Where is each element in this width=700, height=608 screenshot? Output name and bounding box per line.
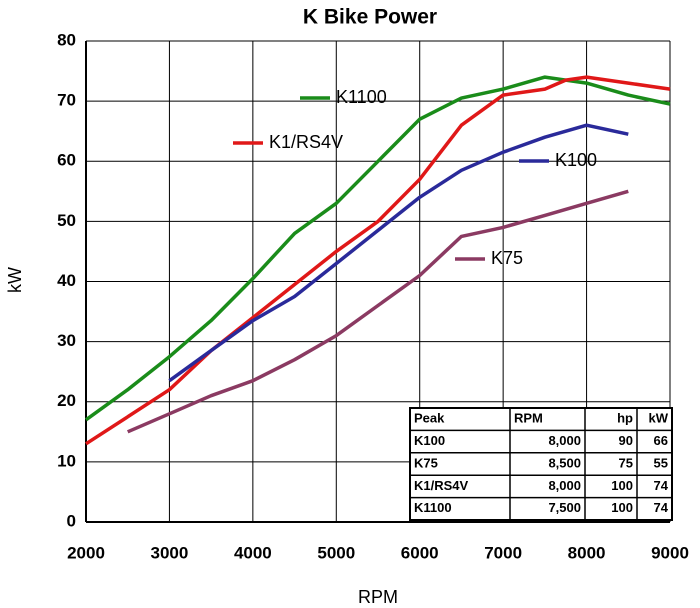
table-cell: 74 bbox=[654, 478, 669, 493]
table-cell: hp bbox=[617, 411, 633, 426]
table-cell: RPM bbox=[514, 411, 543, 426]
table-cell: K1/RS4V bbox=[414, 478, 469, 493]
x-tick-label: 4000 bbox=[234, 543, 272, 562]
series-line bbox=[127, 189, 629, 434]
table-cell: 100 bbox=[611, 478, 633, 493]
x-axis-label: RPM bbox=[358, 587, 398, 607]
series-label: K75 bbox=[491, 248, 523, 268]
table-cell: 8,000 bbox=[548, 433, 581, 448]
x-tick-label: 3000 bbox=[151, 543, 189, 562]
y-tick-label: 60 bbox=[57, 151, 76, 170]
x-tick-label: 7000 bbox=[484, 543, 522, 562]
series-line bbox=[85, 75, 671, 446]
table-cell: 66 bbox=[654, 433, 668, 448]
x-tick-label: 8000 bbox=[568, 543, 606, 562]
table-cell: 74 bbox=[654, 500, 669, 515]
table-cell: K1100 bbox=[414, 500, 452, 515]
y-tick-label: 50 bbox=[57, 211, 76, 230]
x-tick-label: 5000 bbox=[317, 543, 355, 562]
series-label: K1/RS4V bbox=[269, 132, 343, 152]
table-cell: 75 bbox=[619, 455, 633, 470]
table-cell: 8,000 bbox=[548, 478, 581, 493]
y-tick-label: 10 bbox=[57, 451, 76, 470]
x-tick-label: 2000 bbox=[67, 543, 105, 562]
y-tick-label: 20 bbox=[57, 391, 76, 410]
y-tick-label: 30 bbox=[57, 331, 76, 350]
series-label: K100 bbox=[555, 150, 597, 170]
y-tick-label: 70 bbox=[57, 91, 76, 110]
x-tick-label: 9000 bbox=[651, 543, 689, 562]
table-cell: 8,500 bbox=[548, 455, 581, 470]
y-tick-label: 0 bbox=[67, 511, 76, 530]
table-box bbox=[409, 407, 673, 521]
y-tick-label: 80 bbox=[57, 30, 76, 49]
table-cell: Peak bbox=[414, 411, 445, 426]
series-line bbox=[168, 123, 629, 383]
series-line bbox=[84, 75, 671, 422]
y-axis-label: kW bbox=[5, 267, 25, 293]
table-cell: 7,500 bbox=[548, 500, 581, 515]
x-tick-label: 6000 bbox=[401, 543, 439, 562]
series-label: K1100 bbox=[336, 87, 387, 107]
chart-title: K Bike Power bbox=[303, 6, 437, 29]
table-cell: 100 bbox=[611, 500, 633, 515]
table-cell: K100 bbox=[414, 433, 445, 448]
y-tick-label: 40 bbox=[57, 271, 76, 290]
table-cell: kW bbox=[649, 411, 669, 426]
table-cell: 55 bbox=[654, 455, 668, 470]
table-cell: 90 bbox=[619, 433, 633, 448]
table-cell: K75 bbox=[414, 455, 438, 470]
